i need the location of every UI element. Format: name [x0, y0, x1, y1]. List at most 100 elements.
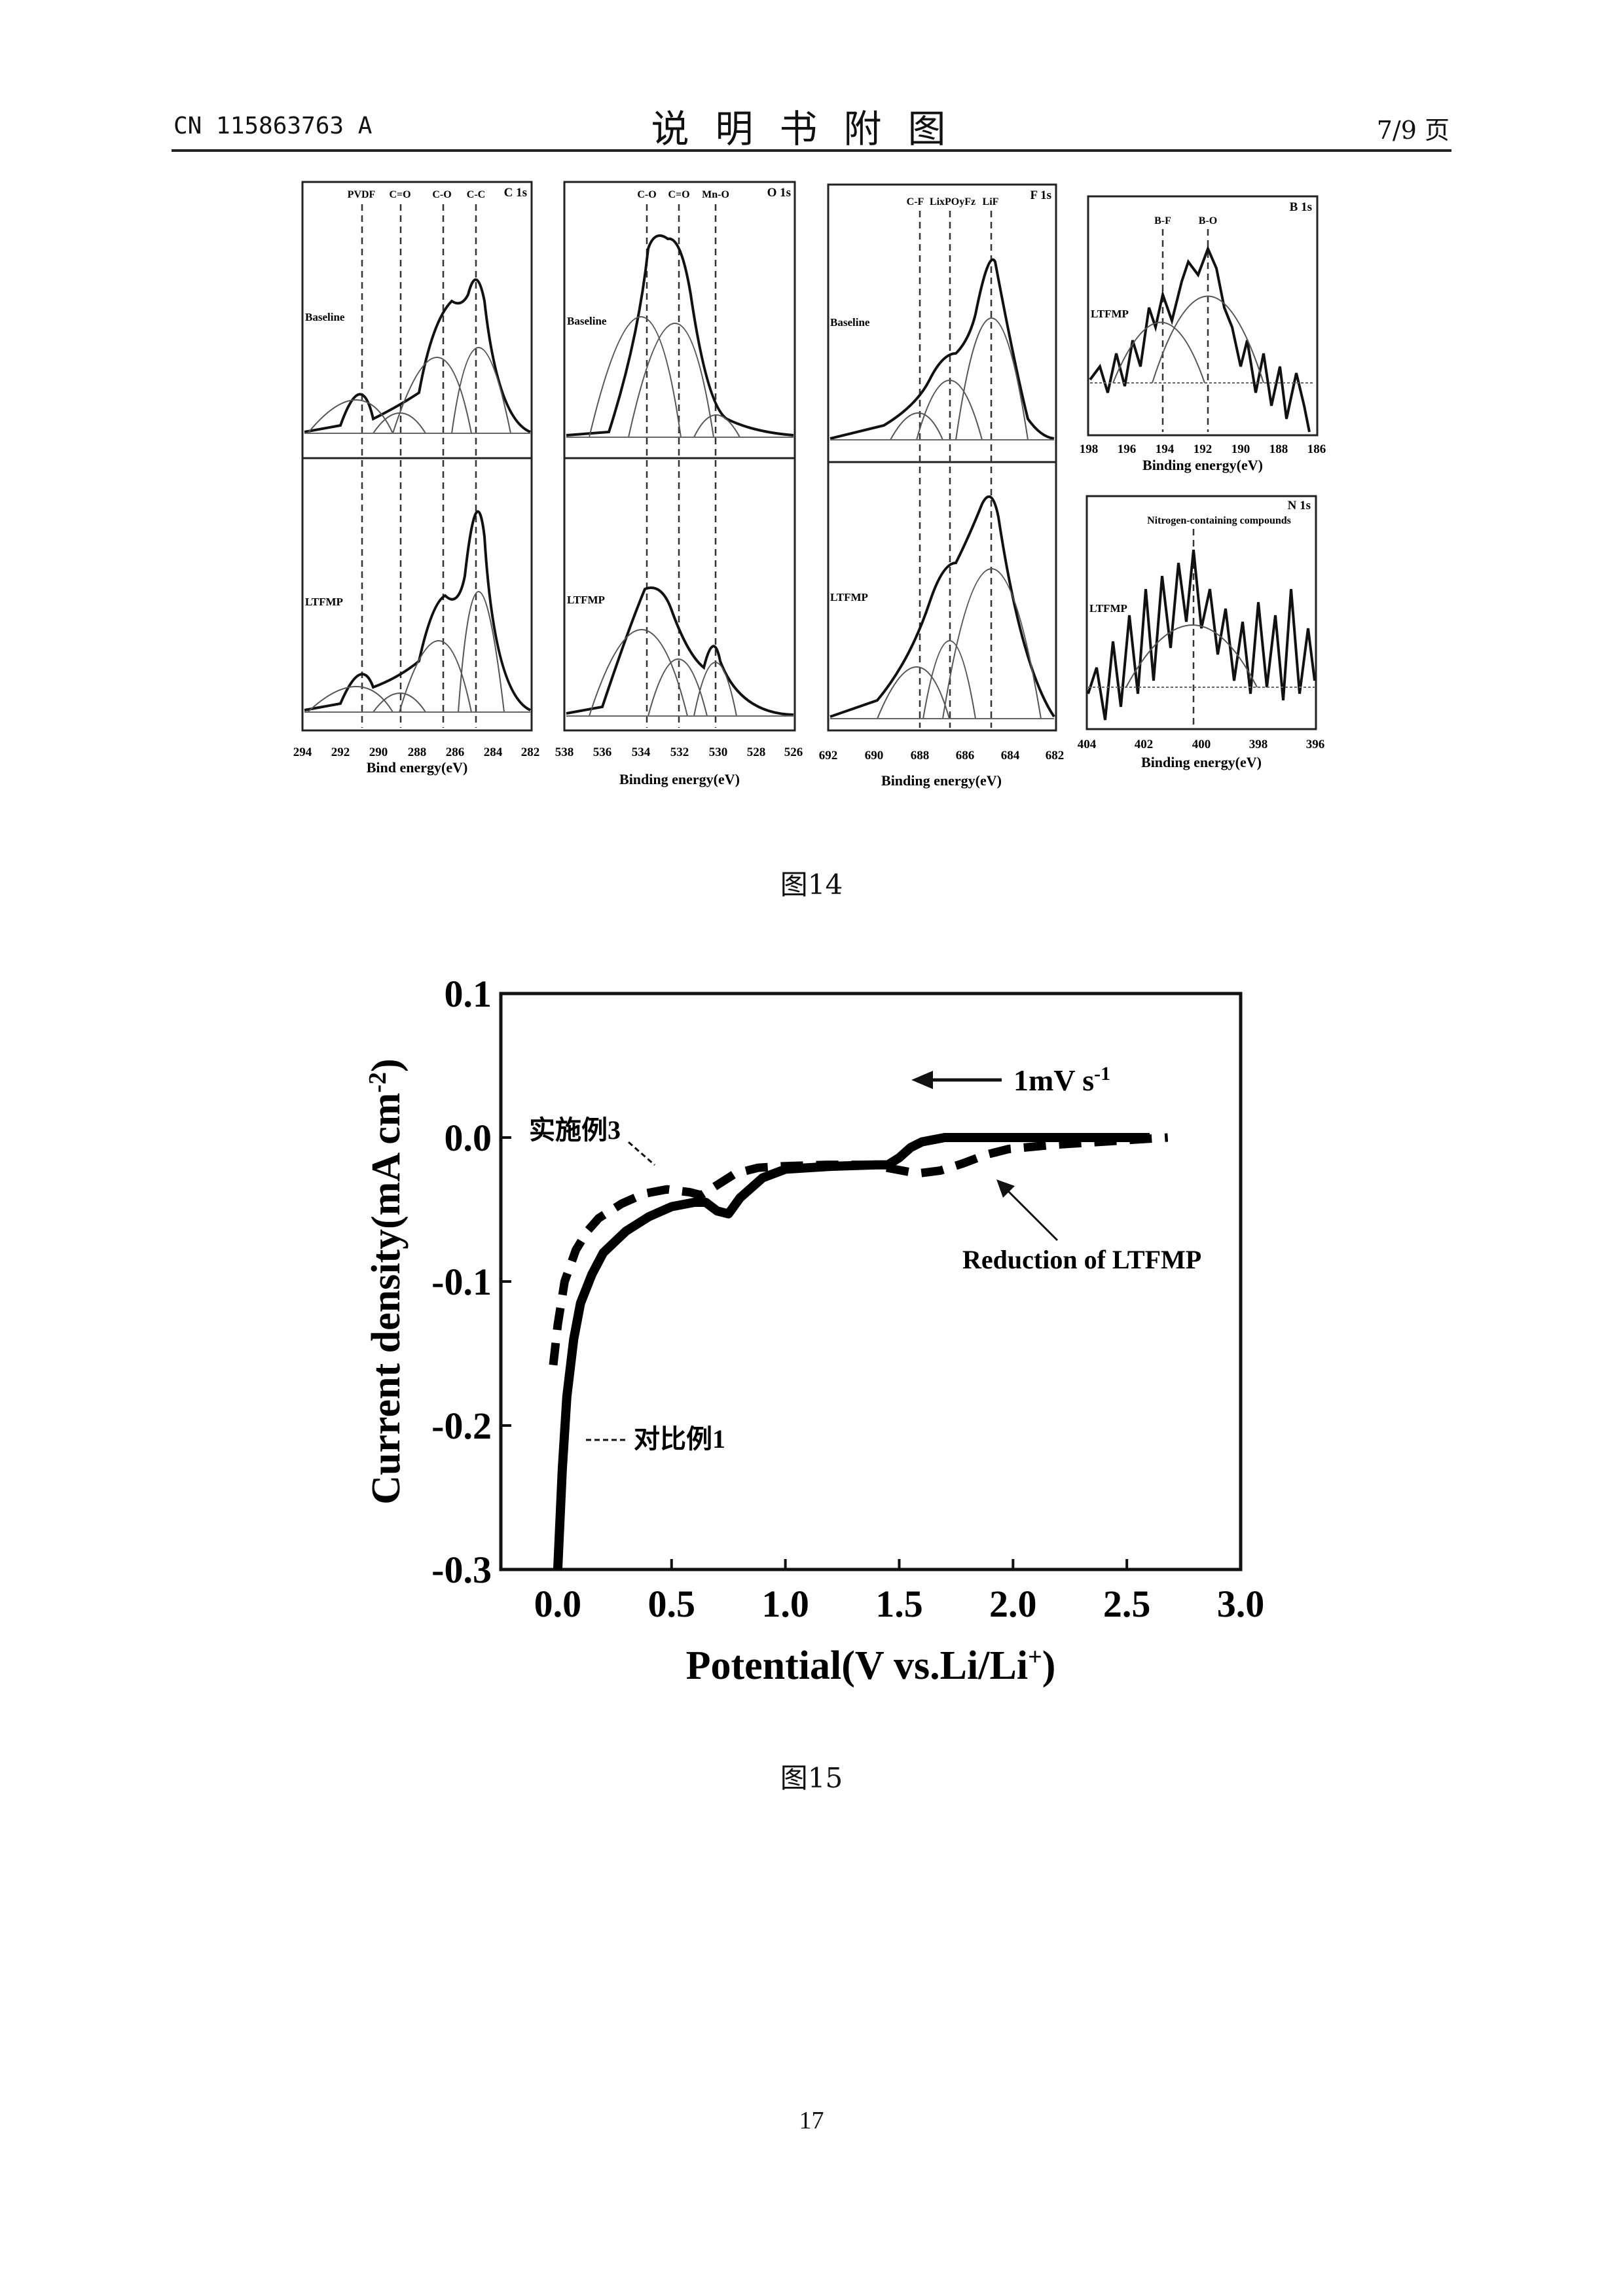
panel-f1s: F 1s C-F LixPOyFz LiF Baseline LTFMP 692…	[819, 183, 1065, 789]
legend-label: 对比例1	[634, 1424, 725, 1454]
figure-15-caption: 图15	[780, 1762, 843, 1794]
x-axis-label: Potential(V vs.Li/Li+)	[686, 1643, 1056, 1688]
page-title: 说明书附图	[651, 107, 972, 151]
page-number: 17	[799, 2107, 824, 2134]
sample-label: Baseline	[305, 311, 345, 323]
tick-label: 192	[1194, 442, 1213, 456]
panel-c1s: C 1s PVDF C=O C-O C-C Baseline LTFMP 294…	[293, 181, 539, 776]
fitted-peaks	[1125, 624, 1258, 688]
y-tick-label: -0.1	[431, 1261, 492, 1303]
x-tick-label: 0.5	[648, 1583, 696, 1625]
panel-label: C 1s	[504, 186, 527, 200]
panel-label: F 1s	[1030, 188, 1051, 202]
sample-label: LTFMP	[1091, 308, 1129, 320]
tick-label: 536	[593, 745, 612, 759]
spectrum-envelope	[1087, 549, 1316, 721]
tick-label: 534	[632, 745, 651, 759]
tick-label: 198	[1080, 442, 1099, 456]
spectrum-envelope	[566, 234, 794, 437]
sample-label: LTFMP	[830, 591, 868, 603]
y-tick-label: -0.3	[431, 1549, 492, 1591]
tick-label: 284	[484, 745, 503, 759]
tick-label: 526	[784, 745, 803, 759]
tick-label: 398	[1249, 738, 1268, 751]
spectrum-envelope	[830, 495, 1055, 718]
peak-label: B-O	[1199, 215, 1217, 226]
figure-14-caption: 图14	[780, 869, 843, 901]
panel-o1s: O 1s C-O C=O Mn-O Baseline LTFMP 538 536…	[555, 181, 803, 787]
panel-b1s: B 1s B-F B-O LTFMP 198 196 194 192 190 1…	[1080, 195, 1326, 473]
sample-label: LTFMP	[1089, 602, 1127, 615]
scan-rate-annotation: 1mV s-1	[911, 1063, 1110, 1098]
page-of: 7/9 页	[1376, 116, 1450, 145]
spectrum-envelope	[566, 586, 794, 716]
x-axis-label: Binding energy(eV)	[619, 771, 740, 787]
tick-label: 692	[819, 749, 838, 762]
header-rule	[172, 149, 1451, 152]
sample-label: LTFMP	[305, 596, 343, 608]
peak-label: C-O	[432, 189, 451, 200]
peak-label: LixPOyFz	[930, 196, 976, 207]
x-tick-label: 0.0	[534, 1583, 582, 1625]
tick-label: 688	[911, 749, 930, 762]
peak-label: C-C	[467, 189, 485, 200]
y-axis-label: Current density(mA cm-2)	[364, 1058, 409, 1504]
tick-label: 186	[1307, 442, 1326, 456]
tick-label: 188	[1269, 442, 1288, 456]
peak-label: PVDF	[348, 189, 376, 200]
figure-15-chart: 0.0 0.5 1.0 1.5 2.0 2.5 3.0 0.1 0.0 -0.1 -0.2 -0.3…	[364, 973, 1265, 1688]
x-tick-label: 3.0	[1217, 1583, 1265, 1625]
arrow-left-icon	[911, 1071, 933, 1089]
series-line-comparative1	[553, 1133, 1150, 1570]
sample-label: Baseline	[830, 316, 870, 329]
sample-label: LTFMP	[567, 594, 605, 606]
tick-label: 682	[1046, 749, 1065, 762]
tick-label: 402	[1135, 738, 1154, 751]
tick-label: 396	[1306, 738, 1325, 751]
fitted-peaks	[890, 317, 1029, 440]
fitted-peaks	[589, 316, 740, 438]
panel-label: B 1s	[1290, 200, 1312, 214]
panel-label: O 1s	[767, 186, 791, 200]
tick-label: 194	[1156, 442, 1175, 456]
panel-frame	[1085, 495, 1317, 730]
fitted-peaks	[589, 629, 737, 717]
patent-number: CN 115863763 A	[173, 113, 373, 139]
peak-label: C-F	[907, 196, 924, 207]
y-tick-label: 0.0	[445, 1117, 492, 1159]
panel-label: N 1s	[1288, 499, 1311, 512]
tick-label: 400	[1192, 738, 1211, 751]
tick-label: 196	[1118, 442, 1137, 456]
peak-label: C=O	[668, 189, 689, 200]
series-label-comparative1: 对比例1	[586, 1424, 725, 1454]
tick-label: 690	[865, 749, 884, 762]
x-tick-label: 2.5	[1103, 1583, 1151, 1625]
reduction-annotation: Reduction of LTFMP	[962, 1179, 1201, 1274]
legend-label: 实施例3	[529, 1115, 621, 1145]
spectrum-envelope	[304, 510, 531, 711]
panel-n1s: N 1s Nitrogen-containing compounds LTFMP…	[1078, 495, 1325, 770]
peak-label: Mn-O	[702, 189, 729, 200]
fitted-peaks	[307, 591, 505, 713]
tick-label: 294	[293, 745, 312, 759]
x-axis-label: Binding energy(eV)	[1141, 754, 1262, 770]
series-line-example3	[549, 1133, 1169, 1366]
x-tick-label: 1.0	[761, 1583, 809, 1625]
tick-label: 686	[956, 749, 975, 762]
tick-label: 286	[446, 745, 465, 759]
scan-rate-label: 1mV s-1	[1013, 1063, 1110, 1098]
x-axis-label: Bind energy(eV)	[367, 759, 468, 776]
plot-frame	[499, 992, 1243, 1571]
peak-annotation: Nitrogen-containing compounds	[1147, 515, 1291, 526]
fitted-peaks	[877, 568, 1042, 719]
tick-label: 292	[331, 745, 350, 759]
tick-label: 530	[709, 745, 728, 759]
figure-14-xps: C 1s PVDF C=O C-O C-C Baseline LTFMP 294…	[293, 181, 1326, 789]
reduction-label: Reduction of LTFMP	[962, 1245, 1201, 1274]
panel-frame	[301, 181, 533, 732]
y-tick-label: 0.1	[445, 973, 492, 1015]
tick-label: 532	[670, 745, 689, 759]
arrow-icon	[996, 1179, 1015, 1198]
x-tick-label: 2.0	[989, 1583, 1037, 1625]
spectrum-envelope	[304, 278, 531, 433]
